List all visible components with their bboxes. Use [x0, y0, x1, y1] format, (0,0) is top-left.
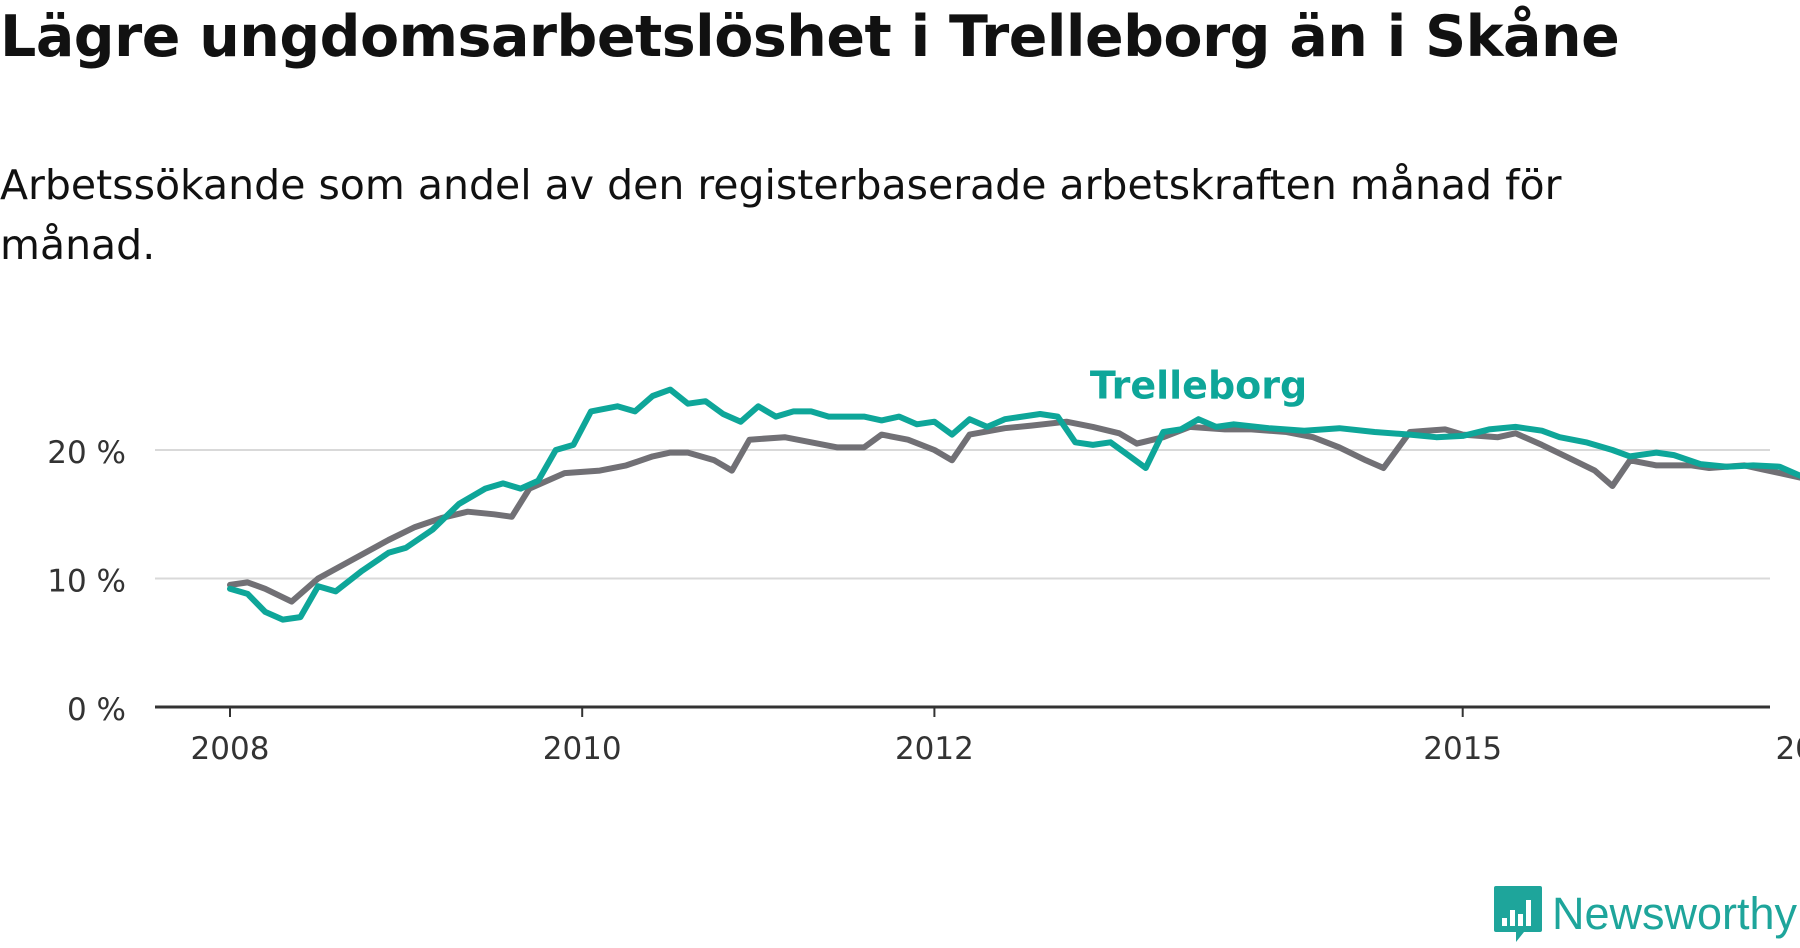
- x-tick-label: 2015: [1423, 731, 1502, 767]
- y-tick-label: 0 %: [67, 692, 126, 728]
- x-tick-label: 2017: [1775, 731, 1800, 767]
- y-tick-label: 20 %: [47, 435, 126, 471]
- brand-name: Newsworthy: [1552, 888, 1798, 939]
- series-group: [227, 386, 1800, 623]
- y-axis: 0 % 10 % 20 %: [47, 435, 126, 728]
- x-tick-label: 2012: [895, 731, 974, 767]
- series-line-skane: [227, 418, 1800, 605]
- series-line-trelleborg: [227, 386, 1800, 623]
- chart-title: Lägre ungdomsarbetslöshet i Trelleborg ä…: [0, 4, 1620, 70]
- y-tick-label: 10 %: [47, 564, 126, 600]
- chart-subtitle: Arbetssökande som andel av den registerb…: [0, 161, 1562, 269]
- bar-chart-icon: [1494, 886, 1542, 942]
- grid-lines: [155, 449, 1770, 580]
- series-labels: TrelleborgSkåne10,9 %9,2 %: [1086, 360, 1311, 412]
- x-tick-label: 2010: [543, 731, 622, 767]
- x-tick-label: 2008: [191, 731, 270, 767]
- line-chart: 0 %10 %20 % 2008201020122015201720202022…: [47, 360, 1800, 767]
- brand-logo: Newsworthy: [1492, 884, 1797, 944]
- x-axis: 20082010201220152017202020222024: [155, 705, 1800, 767]
- series-label-trelleborg: Trelleborg: [1090, 364, 1307, 408]
